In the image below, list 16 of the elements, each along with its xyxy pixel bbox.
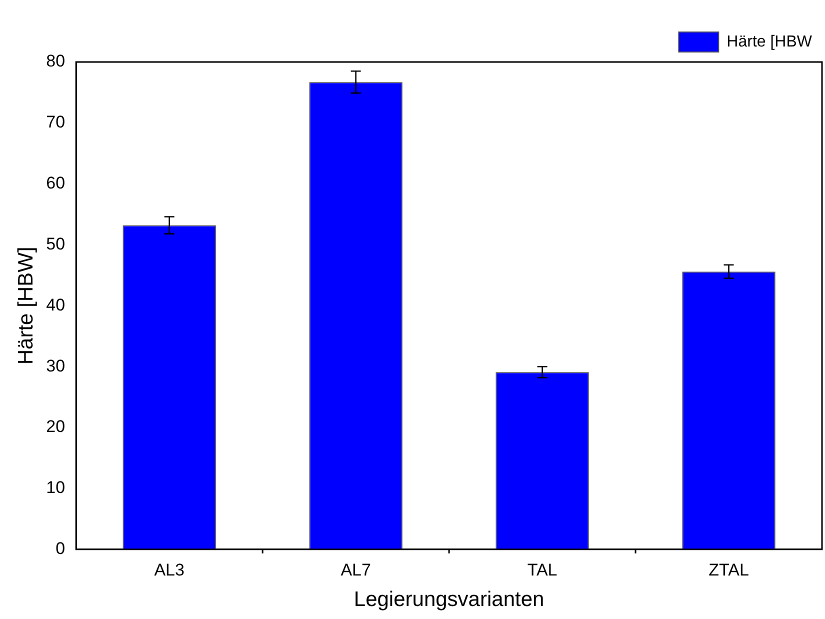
- y-tick-label: 20: [46, 417, 66, 436]
- y-tick-label: 10: [46, 478, 66, 498]
- y-tick-label: 80: [46, 52, 66, 71]
- x-tick-label: TAL: [527, 560, 558, 580]
- x-tick-label: AL7: [340, 560, 371, 580]
- x-tick-label: ZTAL: [708, 560, 749, 580]
- y-tick-label: 50: [46, 234, 66, 254]
- x-tick-label: AL3: [154, 560, 184, 580]
- y-tick-label: 70: [46, 112, 66, 132]
- legend-label: Härte [HBW: [726, 33, 813, 50]
- y-tick-label: 60: [46, 174, 66, 193]
- y-tick-label: 30: [46, 356, 66, 376]
- x-axis-title: Legierungsvarianten: [354, 588, 544, 612]
- y-tick-label: 0: [56, 539, 66, 558]
- y-axis-title: Härte [HBW]: [14, 246, 38, 365]
- y-tick-label: 40: [46, 295, 66, 314]
